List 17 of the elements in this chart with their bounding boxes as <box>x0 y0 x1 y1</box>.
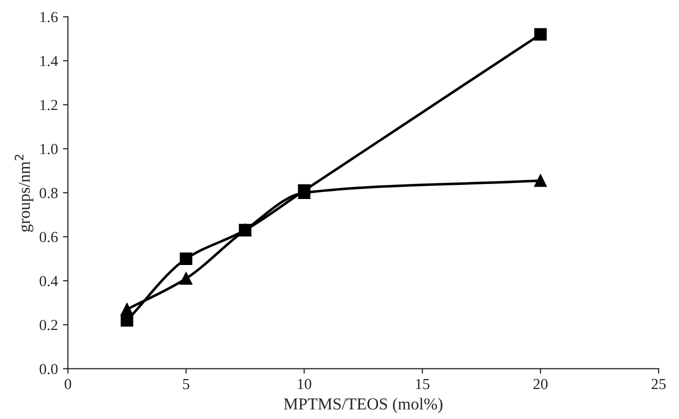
x-tick-label: 25 <box>652 378 666 390</box>
y-tick-label: 1.4 <box>40 56 58 66</box>
y-tick-label: 0.0 <box>40 364 58 374</box>
y-axis-title: groups/nm$^{2}$ <box>14 154 34 232</box>
y-tick-label: 1.6 <box>40 12 58 22</box>
x-tick-label: 15 <box>416 378 430 390</box>
y-tick-label: 0.2 <box>40 320 58 330</box>
x-tick-label: 20 <box>534 378 548 390</box>
y-tick-label: 0.6 <box>40 232 58 242</box>
y-tick-label: 1.0 <box>40 144 58 154</box>
x-axis-title: MPTMS/TEOS (mol%) <box>284 398 442 413</box>
y-tick-label: 1.2 <box>40 100 58 110</box>
y-tick-label: 0.4 <box>40 276 58 286</box>
x-tick-label: 0 <box>64 378 72 390</box>
x-tick-label: 10 <box>298 378 312 390</box>
y-tick-label: 0.8 <box>40 188 58 198</box>
x-tick-label: 5 <box>183 379 190 390</box>
